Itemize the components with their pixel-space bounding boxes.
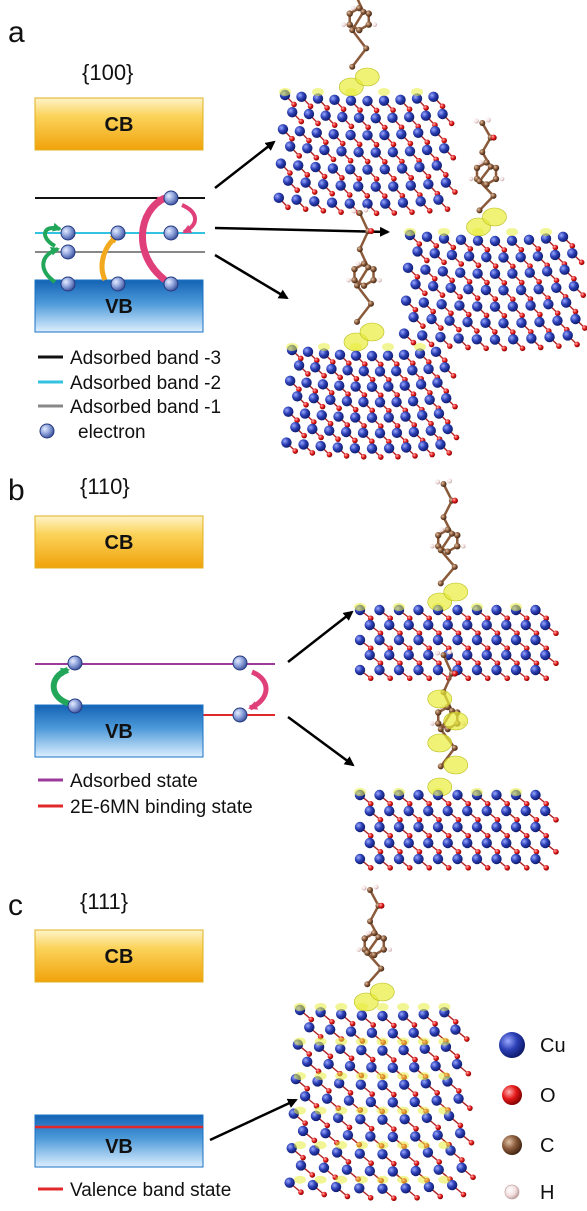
panel-b-facet: {110}	[80, 474, 130, 499]
panel-a-cb-band	[34, 97, 204, 151]
panel-a-vb-label: VB	[105, 296, 133, 318]
panel-c-vb-label: VB	[105, 1136, 133, 1158]
legend-label-valence-state: Valence band state	[70, 1180, 231, 1201]
panel-c-letter: c	[8, 889, 23, 922]
panel-a-legend: Adsorbed band -3 Adsorbed band -2 Adsorb…	[38, 348, 221, 443]
panel-b-cb-band	[34, 515, 204, 569]
arrow-to-slab-c	[209, 1098, 298, 1142]
pink-arrow-b	[248, 669, 269, 711]
panel-b-cb-label: CB	[105, 532, 134, 554]
arrow-to-slab-b1	[287, 610, 354, 663]
electron	[67, 655, 83, 671]
legend-electron-icon	[39, 423, 55, 439]
electron	[110, 276, 126, 292]
slab-a2	[398, 117, 587, 352]
slab-a1	[273, 0, 458, 217]
panel-c-vb-band	[34, 1114, 204, 1168]
c-atom-icon	[502, 1135, 522, 1155]
h-atom-icon	[504, 1184, 520, 1200]
slab-a3	[281, 207, 460, 460]
electron	[60, 225, 76, 241]
panel-c-cb-band	[34, 929, 204, 983]
orange-arrow	[99, 233, 120, 282]
element-legend: Cu O C H	[499, 1032, 566, 1204]
panel-b-vb-label: VB	[105, 721, 133, 743]
legend-label-electron: electron	[78, 422, 146, 443]
electron	[163, 190, 179, 206]
legend-label-band-3: Adsorbed band -3	[70, 348, 221, 369]
panel-b-vb-band	[34, 704, 204, 758]
electron	[60, 244, 76, 260]
pink-arrow-large	[138, 194, 168, 283]
legend-label-binding-state: 2E-6MN binding state	[70, 797, 253, 818]
electron	[232, 655, 248, 671]
arrow-to-slab-a1	[214, 140, 276, 189]
legend-label-adsorbed-state: Adsorbed state	[70, 771, 198, 792]
pink-arrow-small	[181, 203, 197, 234]
panel-b-letter: b	[8, 474, 25, 507]
panel-c-cb-label: CB	[105, 946, 134, 968]
panel-a-cb-label: CB	[105, 114, 134, 136]
panel-c-legend: Valence band state	[38, 1180, 231, 1201]
legend-label-band-1: Adsorbed band -1	[70, 397, 221, 418]
element-label-c: C	[540, 1135, 554, 1157]
panel-a-facet: {100}	[82, 60, 133, 85]
panel-a: a {100} CB VB Adsorbed band -3	[8, 0, 587, 460]
element-label-h: H	[540, 1182, 554, 1204]
green-arrow-b	[50, 667, 75, 708]
green-arrow-lower	[41, 246, 60, 284]
legend-label-band-2: Adsorbed band -2	[70, 373, 221, 394]
electron	[110, 225, 126, 241]
green-arrow-upper	[43, 222, 62, 248]
panel-a-electrons	[60, 190, 179, 292]
panel-c: c {111} CB VB Valence band state Cu O C …	[8, 884, 566, 1204]
arrow-to-slab-a2	[214, 226, 390, 237]
electron	[163, 276, 179, 292]
electron	[60, 276, 76, 292]
panel-a-letter: a	[8, 16, 25, 49]
electron	[232, 707, 248, 723]
slab-c	[284, 884, 476, 1202]
element-label-cu: Cu	[540, 1035, 566, 1057]
o-atom-icon	[502, 1085, 522, 1105]
panel-b-legend: Adsorbed state 2E-6MN binding state	[38, 771, 253, 818]
element-label-o: O	[540, 1085, 556, 1107]
electron	[67, 698, 83, 714]
panel-b: b {110} CB VB Adsorbed state 2E-6MN bind…	[8, 474, 559, 871]
arrow-to-slab-a3	[214, 253, 289, 300]
cu-atom-icon	[499, 1032, 525, 1058]
slab-b2	[354, 649, 559, 871]
electron	[163, 225, 179, 241]
panel-c-facet: {111}	[80, 889, 128, 914]
slab-b1	[354, 478, 559, 682]
arrow-to-slab-b2	[287, 715, 355, 767]
